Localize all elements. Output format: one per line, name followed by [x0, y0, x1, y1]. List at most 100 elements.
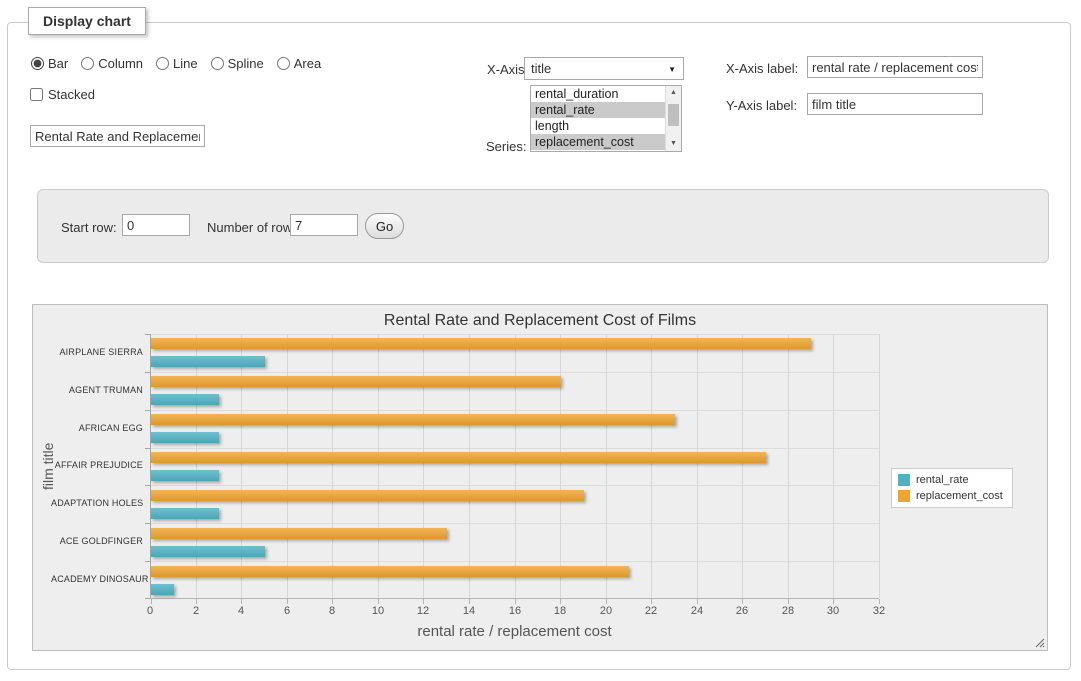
resize-handle-icon[interactable] [1034, 637, 1045, 648]
chart-type-radio-area[interactable] [277, 57, 290, 70]
gridline [515, 334, 516, 598]
y-axis-label-caption: Y-Axis label: [726, 98, 797, 113]
number-of-rows-label: Number of rows: [207, 220, 302, 235]
category-label: AGENT TRUMAN [51, 385, 143, 395]
series-option-replacement_cost[interactable]: replacement_cost [531, 134, 665, 150]
stacked-checkbox-row[interactable]: Stacked [30, 87, 95, 102]
series-option-length[interactable]: length [531, 118, 665, 134]
legend-label: rental_rate [916, 474, 969, 486]
gridline [651, 334, 652, 598]
go-button[interactable]: Go [365, 213, 404, 239]
x-axis-tick [151, 599, 152, 604]
x-tick-label: 20 [591, 605, 621, 617]
gridline [788, 334, 789, 598]
bar-replacement_cost [151, 566, 629, 577]
gridline [833, 334, 834, 598]
bar-rental_rate [151, 508, 219, 519]
y-axis-tick [145, 372, 150, 373]
gridline [560, 334, 561, 598]
bar-rental_rate [151, 394, 219, 405]
x-tick-label: 6 [272, 605, 302, 617]
x-axis-selected-value: title [531, 61, 551, 76]
x-tick-label: 14 [454, 605, 484, 617]
bar-replacement_cost [151, 452, 766, 463]
chart-type-radio-spline[interactable] [211, 57, 224, 70]
x-axis-tick [241, 599, 242, 604]
x-axis-label-input[interactable] [807, 56, 983, 78]
bar-replacement_cost [151, 376, 561, 387]
scroll-up-icon[interactable]: ▲ [666, 86, 681, 100]
x-tick-label: 8 [317, 605, 347, 617]
x-axis-tick [788, 599, 789, 604]
x-tick-label: 10 [363, 605, 393, 617]
x-axis-tick [287, 599, 288, 604]
category-label: ADAPTATION HOLES [51, 498, 143, 508]
chart-type-option-bar[interactable]: Bar [31, 56, 68, 71]
y-axis-tick [145, 598, 150, 599]
series-options: rental_durationrental_ratelengthreplacem… [531, 86, 665, 151]
y-axis-label-input[interactable] [807, 93, 983, 115]
x-tick-label: 2 [181, 605, 211, 617]
chart-type-option-area[interactable]: Area [277, 56, 321, 71]
chart-type-label: Spline [228, 56, 264, 71]
bar-rental_rate [151, 584, 174, 595]
x-tick-label: 32 [864, 605, 894, 617]
scroll-down-icon[interactable]: ▼ [666, 137, 681, 151]
category-label: AFFAIR PREJUDICE [51, 460, 143, 470]
gridline [469, 334, 470, 598]
category-label: ACADEMY DINOSAUR [51, 574, 143, 584]
x-axis-tick [606, 599, 607, 604]
x-tick-label: 30 [818, 605, 848, 617]
x-tick-label: 12 [408, 605, 438, 617]
x-axis-tick [879, 599, 880, 604]
scrollbar-thumb[interactable] [668, 104, 679, 126]
x-tick-label: 28 [773, 605, 803, 617]
x-axis-ticks: 02468101214161820222426283032 [150, 605, 879, 619]
chart-type-group: Bar Column Line Spline Area [31, 56, 321, 71]
chart-title: Rental Rate and Replacement Cost of Film… [33, 312, 1047, 330]
y-axis-tick [145, 561, 150, 562]
chart-type-label: Bar [48, 56, 68, 71]
series-option-rental_duration[interactable]: rental_duration [531, 86, 665, 102]
start-row-input[interactable] [122, 214, 190, 236]
x-axis-tick [833, 599, 834, 604]
chart-type-label: Area [294, 56, 321, 71]
gridline [742, 334, 743, 598]
x-axis-title: rental rate / replacement cost [150, 623, 879, 640]
x-tick-label: 4 [226, 605, 256, 617]
bar-replacement_cost [151, 338, 811, 349]
bar-replacement_cost [151, 528, 447, 539]
page: Display chart BarColumnLineSplineArea St… [0, 0, 1081, 681]
series-option-rental_rate[interactable]: rental_rate [531, 102, 665, 118]
x-tick-label: 22 [636, 605, 666, 617]
category-label: ACE GOLDFINGER [51, 536, 143, 546]
series-listbox[interactable]: rental_durationrental_ratelengthreplacem… [530, 85, 682, 152]
y-axis-tick [145, 485, 150, 486]
chart-type-radio-bar[interactable] [31, 57, 44, 70]
y-axis-tick [145, 334, 150, 335]
legend-label: replacement_cost [916, 490, 1003, 502]
chart-legend: rental_rate replacement_cost [891, 468, 1013, 508]
chart-type-radio-line[interactable] [156, 57, 169, 70]
stacked-label: Stacked [48, 87, 95, 102]
x-tick-label: 16 [500, 605, 530, 617]
x-axis-tick [651, 599, 652, 604]
x-tick-label: 18 [545, 605, 575, 617]
legend-swatch [898, 490, 910, 502]
plot-area [150, 334, 879, 599]
bar-replacement_cost [151, 414, 675, 425]
number-of-rows-input[interactable] [290, 214, 358, 236]
legend-item-replacement_cost: replacement_cost [898, 490, 1003, 502]
chart-type-radio-column[interactable] [81, 57, 94, 70]
stacked-checkbox[interactable] [30, 88, 43, 101]
chart-type-option-column[interactable]: Column [81, 56, 143, 71]
chart-type-option-spline[interactable]: Spline [211, 56, 264, 71]
series-scrollbar[interactable]: ▲ ▼ [665, 86, 681, 151]
chart-type-option-line[interactable]: Line [156, 56, 198, 71]
x-axis-tick [515, 599, 516, 604]
y-axis-tick [145, 410, 150, 411]
chart-container: Rental Rate and Replacement Cost of Film… [32, 304, 1048, 651]
chart-title-input[interactable] [30, 125, 205, 147]
x-axis-select[interactable]: title ▼ [524, 57, 684, 80]
chart-type-label: Column [98, 56, 143, 71]
